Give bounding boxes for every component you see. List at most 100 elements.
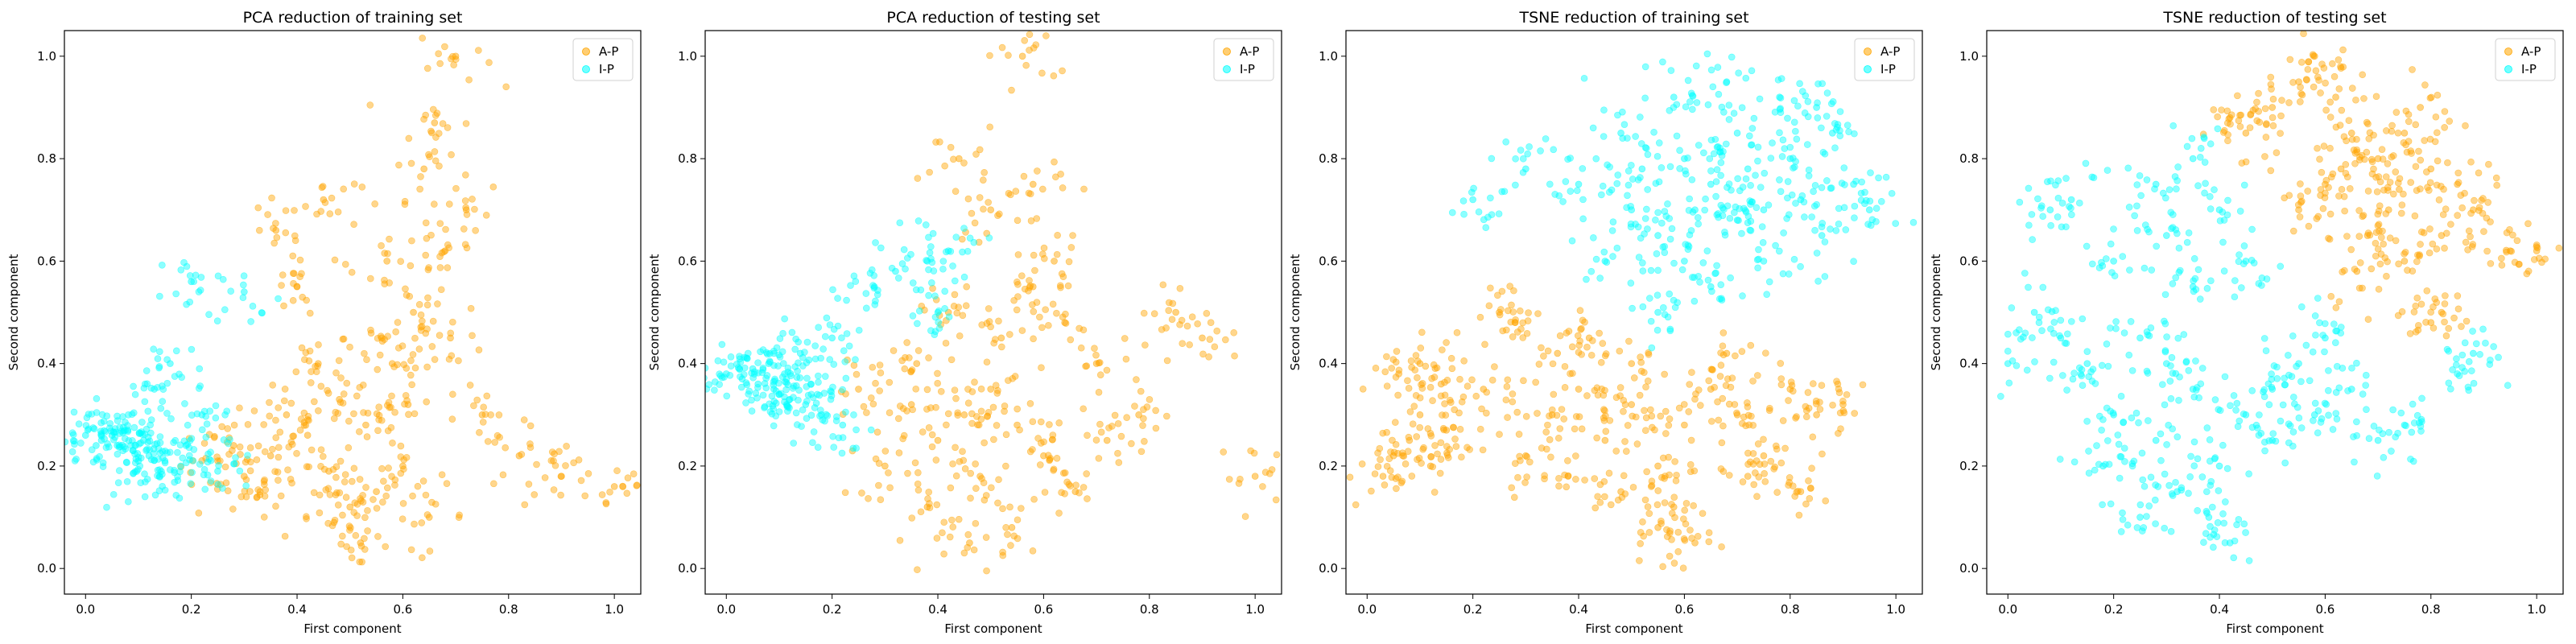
data-point [2037, 202, 2046, 210]
data-point [952, 472, 960, 480]
data-point [1836, 409, 1844, 417]
data-point [183, 262, 191, 270]
data-point [171, 373, 179, 380]
data-point [1731, 401, 1739, 408]
data-point [2425, 249, 2434, 257]
data-point [407, 262, 415, 270]
data-point [2412, 302, 2420, 310]
data-point [934, 379, 941, 387]
data-point [417, 323, 425, 331]
data-point [384, 427, 392, 435]
data-point [1637, 234, 1645, 242]
data-point [999, 551, 1007, 559]
data-point [1591, 504, 1600, 512]
data-point [2381, 254, 2389, 262]
data-point [1519, 155, 1527, 163]
data-point [150, 445, 158, 452]
data-point [1749, 422, 1757, 429]
data-point [1165, 307, 1173, 314]
data-point [881, 448, 890, 455]
data-point [359, 382, 367, 389]
data-point [423, 301, 431, 309]
data-point [2021, 329, 2029, 337]
data-point [1046, 421, 1053, 428]
data-point [2285, 352, 2292, 359]
data-point [2185, 489, 2192, 497]
data-point [2504, 382, 2512, 390]
data-point [1484, 213, 1492, 221]
data-point [926, 249, 934, 257]
data-point [2192, 286, 2200, 293]
data-point [217, 481, 225, 488]
data-point [1018, 327, 1026, 334]
data-point [1482, 224, 1490, 232]
data-point [423, 64, 431, 72]
data-point [1211, 343, 1219, 351]
data-point [214, 272, 222, 280]
data-point [2017, 335, 2025, 343]
data-point [1754, 143, 1762, 151]
data-point [1575, 386, 1583, 393]
data-point [2021, 270, 2029, 277]
data-point [1443, 376, 1451, 384]
data-point [1641, 427, 1649, 435]
data-point [187, 480, 195, 488]
data-point [1039, 185, 1046, 193]
data-point [2467, 233, 2474, 241]
data-point [2296, 213, 2304, 221]
data-point [1479, 446, 1487, 454]
data-point [1748, 141, 1755, 149]
data-point [819, 416, 827, 423]
data-point [2085, 373, 2093, 381]
data-point [213, 317, 221, 324]
data-point [240, 281, 247, 289]
data-point [1750, 481, 1758, 489]
data-point [1352, 501, 1360, 509]
data-point [2054, 213, 2062, 221]
data-point [2248, 257, 2256, 264]
data-point [1641, 63, 1649, 71]
data-point [2444, 159, 2451, 167]
data-point [1408, 473, 1416, 480]
data-point [1835, 204, 1843, 213]
data-point [348, 554, 356, 562]
data-point [1805, 166, 1813, 174]
data-point [1843, 122, 1852, 129]
data-point [1785, 397, 1792, 404]
data-point [1713, 166, 1721, 173]
data-point [995, 317, 1002, 325]
data-point [428, 498, 436, 506]
data-point [1625, 337, 1633, 345]
data-point [1018, 52, 1026, 60]
data-point [156, 292, 163, 300]
data-point [1406, 408, 1414, 415]
data-point [361, 349, 368, 357]
data-point [1822, 497, 1830, 505]
data-point [2388, 122, 2396, 130]
data-point [2356, 259, 2364, 266]
data-point [823, 314, 831, 322]
data-point [980, 496, 989, 504]
data-point [1718, 103, 1726, 111]
data-point [1701, 206, 1708, 214]
data-point [1065, 258, 1073, 266]
data-point [2268, 370, 2275, 378]
data-point [1789, 482, 1797, 490]
data-point [1061, 319, 1068, 327]
y-axis-label: Second component [1288, 254, 1302, 370]
data-point [2174, 433, 2182, 440]
data-point [811, 355, 819, 363]
data-point [2203, 424, 2211, 431]
data-point [935, 324, 943, 332]
data-point [1651, 426, 1658, 434]
data-point [1609, 218, 1617, 225]
data-point [1628, 360, 1636, 367]
data-point [1583, 275, 1590, 283]
data-point [462, 171, 469, 179]
data-point [2281, 194, 2289, 202]
data-point [2341, 207, 2348, 215]
data-point [381, 250, 389, 257]
data-point [1785, 474, 1794, 481]
data-point [362, 421, 369, 429]
data-point [1163, 357, 1171, 365]
